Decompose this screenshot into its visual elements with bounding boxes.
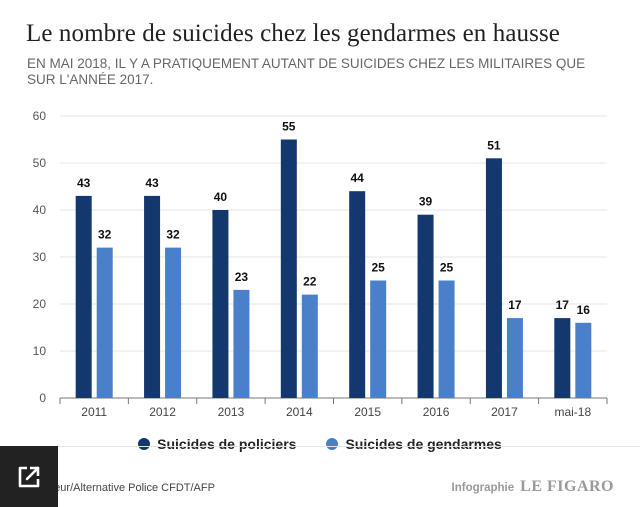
- y-tick-label: 30: [33, 250, 47, 264]
- data-label-policiers: 44: [351, 171, 365, 185]
- x-tick-label: mai-18: [554, 405, 591, 419]
- bar-gendarmes: [96, 247, 113, 398]
- bar-policiers: [280, 139, 297, 398]
- x-tick-label: 2017: [491, 405, 518, 419]
- x-tick-label: 2014: [286, 405, 313, 419]
- y-tick-label: 20: [33, 297, 47, 311]
- bar-policiers: [485, 158, 502, 398]
- bar-policiers: [75, 195, 92, 398]
- expand-icon: [18, 466, 40, 487]
- le-figaro-logo: LE FIGARO: [520, 478, 614, 495]
- bar-gendarmes: [575, 322, 592, 398]
- x-tick-label: 2016: [423, 405, 450, 419]
- bar-chart: 0 10 20 30 40 50 60 2011 43 32 2012 43 32 2013 40 23 201…: [33, 109, 608, 419]
- credit-label: Infographie: [451, 482, 515, 494]
- legend-item-gendarmes: Suicides de gendarmes: [326, 436, 502, 452]
- bar-gendarmes: [301, 294, 318, 398]
- bar-policiers: [417, 214, 434, 398]
- publisher-credit: Infographie LE FIGARO: [452, 478, 614, 496]
- expand-button[interactable]: [0, 446, 58, 507]
- chart-subtitle: EN MAI 2018, IL Y A PRATIQUEMENT AUTANT …: [27, 56, 586, 87]
- x-tick-label: 2013: [218, 405, 245, 419]
- data-label-policiers: 43: [145, 176, 159, 190]
- bar-gendarmes: [438, 280, 455, 398]
- footer-divider: [58, 446, 640, 447]
- data-label-policiers: 17: [556, 298, 570, 312]
- bar-gendarmes: [233, 289, 250, 398]
- legend-label-policiers: Suicides de policiers: [157, 436, 297, 452]
- legend-item-policiers: Suicides de policiers: [138, 436, 296, 452]
- data-label-policiers: 39: [419, 195, 433, 209]
- y-tick-label: 10: [33, 344, 47, 358]
- source-credit: ...eur/Alternative Police CFDT/AFP: [45, 482, 215, 494]
- data-label-policiers: 40: [214, 190, 228, 204]
- data-label-policiers: 51: [487, 138, 501, 152]
- data-label-gendarmes: 32: [166, 228, 180, 242]
- data-label-gendarmes: 25: [440, 261, 454, 275]
- data-label-gendarmes: 32: [98, 228, 112, 242]
- y-tick-label: 60: [33, 109, 47, 123]
- data-label-gendarmes: 17: [508, 298, 522, 312]
- data-label-gendarmes: 23: [235, 270, 249, 284]
- bar-gendarmes: [506, 318, 523, 398]
- bar-policiers: [554, 318, 571, 398]
- y-tick-label: 0: [39, 391, 46, 405]
- data-label-policiers: 43: [77, 176, 91, 190]
- x-tick-label: 2015: [354, 405, 381, 419]
- chart-title: Le nombre de suicides chez les gendarmes…: [26, 20, 560, 47]
- bar-policiers: [349, 191, 366, 398]
- bar-gendarmes: [165, 247, 182, 398]
- chart-legend: Suicides de policiers Suicides de gendar…: [0, 436, 640, 452]
- legend-swatch-gendarmes: [326, 438, 339, 450]
- x-tick-label: 2012: [149, 405, 176, 419]
- data-label-gendarmes: 22: [303, 275, 317, 289]
- y-tick-label: 40: [33, 203, 47, 217]
- x-tick-label: 2011: [81, 405, 107, 419]
- data-label-policiers: 55: [282, 120, 296, 134]
- bar-policiers: [212, 210, 229, 398]
- data-label-gendarmes: 16: [577, 303, 591, 317]
- bar-gendarmes: [370, 280, 387, 398]
- legend-swatch-policiers: [138, 438, 151, 450]
- legend-label-gendarmes: Suicides de gendarmes: [345, 436, 502, 452]
- bar-policiers: [144, 195, 161, 398]
- y-tick-label: 50: [33, 156, 47, 170]
- data-label-gendarmes: 25: [372, 261, 386, 275]
